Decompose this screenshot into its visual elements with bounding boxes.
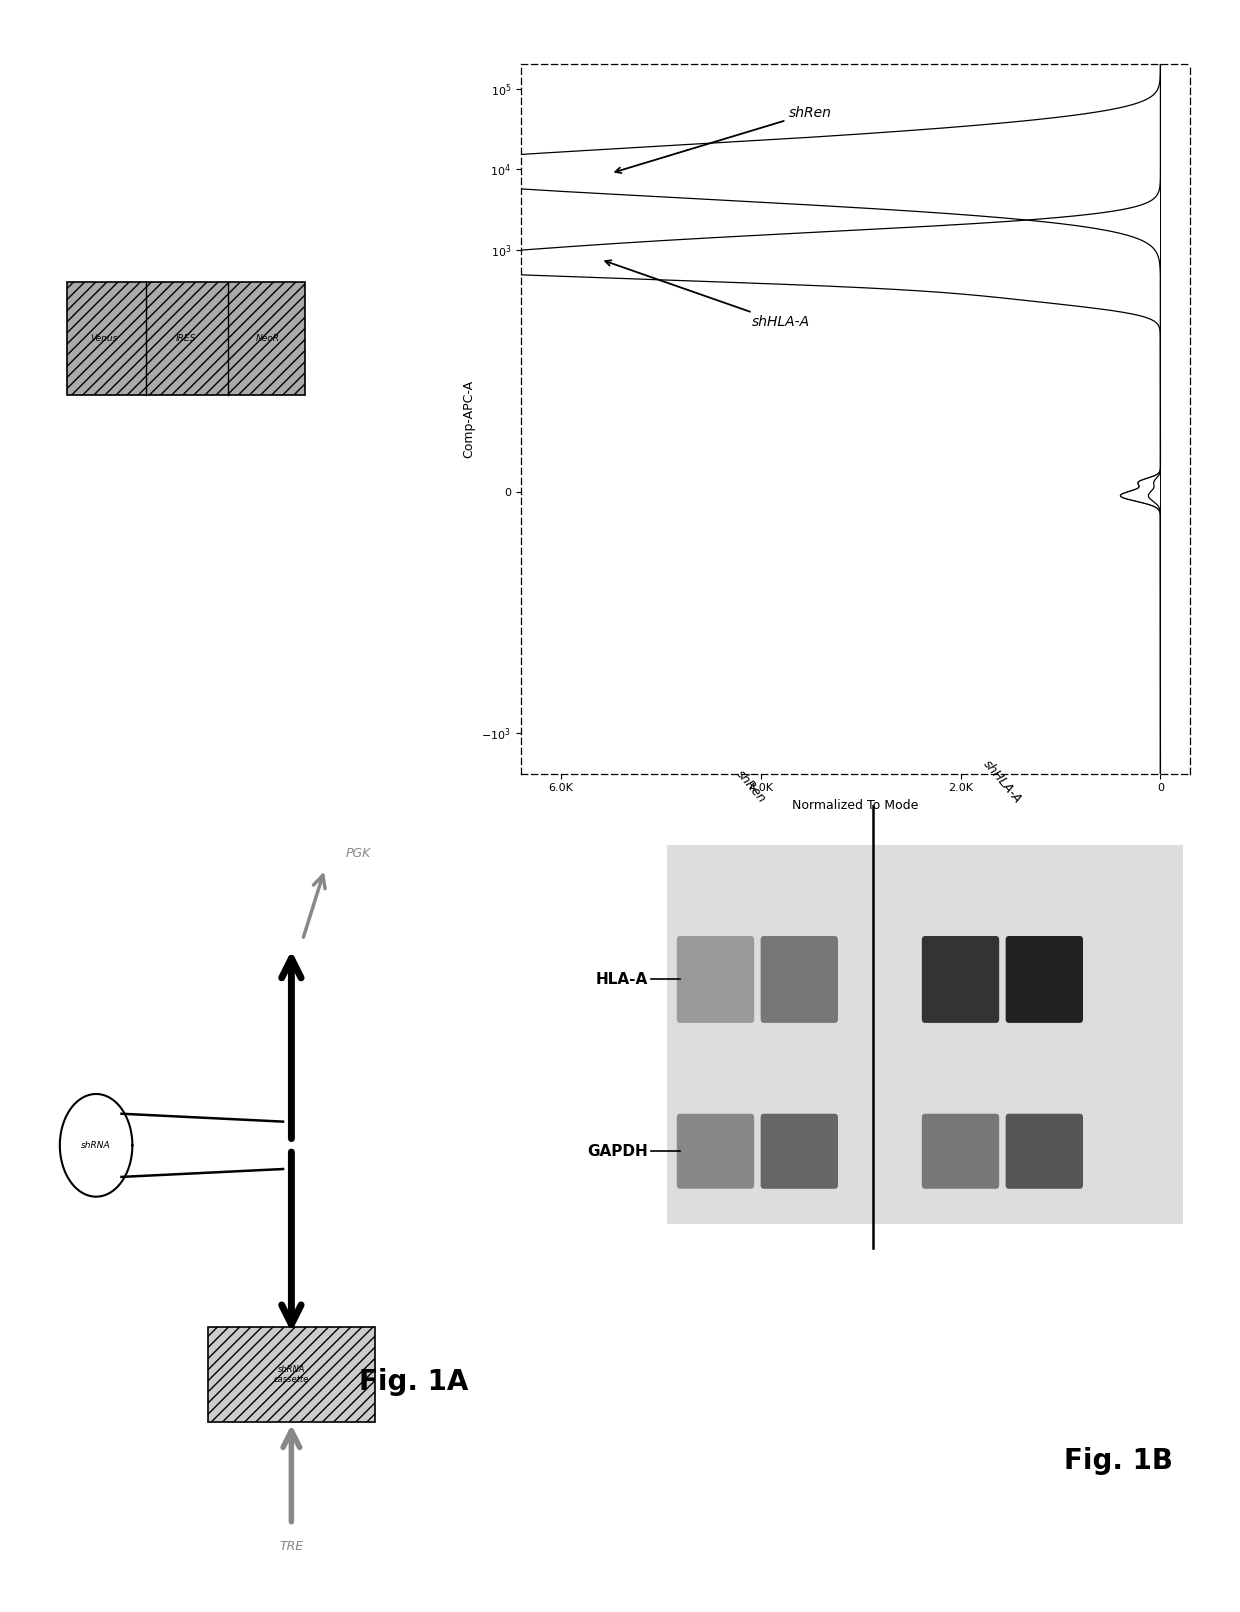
FancyBboxPatch shape xyxy=(1006,1114,1083,1188)
Text: GAPDH: GAPDH xyxy=(587,1145,647,1159)
FancyBboxPatch shape xyxy=(760,937,838,1024)
Text: NeoR: NeoR xyxy=(255,334,280,343)
X-axis label: Normalized To Mode: Normalized To Mode xyxy=(792,800,919,812)
Text: shRen: shRen xyxy=(734,767,769,806)
FancyBboxPatch shape xyxy=(1006,937,1083,1024)
Text: shRNA: shRNA xyxy=(82,1141,110,1149)
FancyBboxPatch shape xyxy=(921,937,999,1024)
FancyBboxPatch shape xyxy=(921,1114,999,1188)
Text: HLA-A: HLA-A xyxy=(595,972,647,987)
Bar xyxy=(208,1327,374,1422)
Text: IRES: IRES xyxy=(176,334,196,343)
Bar xyxy=(67,282,305,395)
Text: shHLA-A: shHLA-A xyxy=(605,260,810,329)
Y-axis label: Comp-APC-A: Comp-APC-A xyxy=(463,380,476,458)
FancyBboxPatch shape xyxy=(677,937,754,1024)
Text: shRen: shRen xyxy=(615,106,832,172)
Text: shRNA
cassette: shRNA cassette xyxy=(274,1365,309,1385)
FancyBboxPatch shape xyxy=(760,1114,838,1188)
Text: Venus: Venus xyxy=(91,334,118,343)
Text: Fig. 1A: Fig. 1A xyxy=(360,1369,469,1396)
Text: Fig. 1B: Fig. 1B xyxy=(1064,1448,1173,1475)
Text: TRE: TRE xyxy=(279,1541,304,1554)
Bar xyxy=(667,845,1183,1225)
FancyBboxPatch shape xyxy=(677,1114,754,1188)
Text: PGK: PGK xyxy=(346,846,371,859)
Text: shHLA-A: shHLA-A xyxy=(981,758,1024,806)
